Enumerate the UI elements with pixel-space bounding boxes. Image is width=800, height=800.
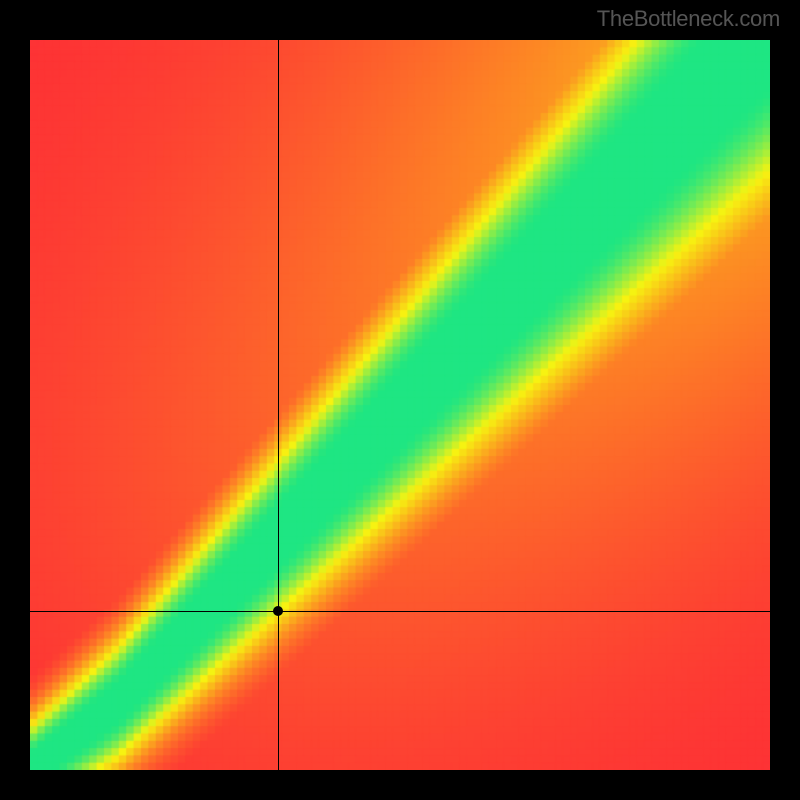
plot-area [30, 40, 770, 770]
attribution-text: TheBottleneck.com [597, 6, 780, 32]
crosshair-horizontal [30, 611, 770, 612]
chart-container: TheBottleneck.com [0, 0, 800, 800]
crosshair-vertical [278, 40, 279, 770]
bottleneck-heatmap [30, 40, 770, 770]
marker-dot [273, 606, 283, 616]
